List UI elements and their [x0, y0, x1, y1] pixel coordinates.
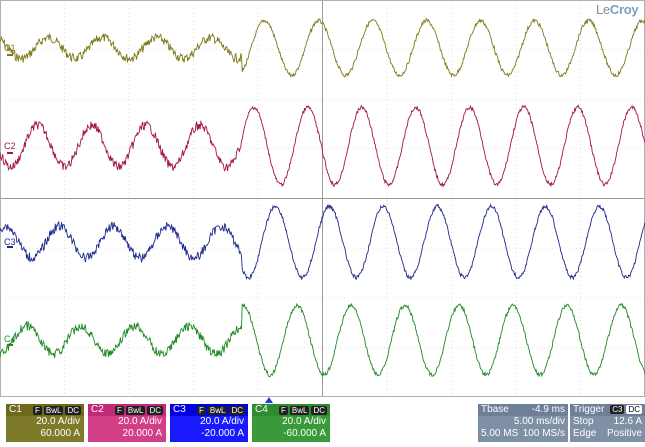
timebase-samples: 5.00 MS	[481, 428, 519, 439]
trigger-slope: Positive	[606, 428, 642, 439]
coupling-badge: DC	[147, 405, 163, 415]
waveform-grid	[0, 0, 645, 397]
bwl-badge: BwL	[125, 405, 146, 415]
timebase-delay: -4.9 ms	[531, 404, 565, 415]
channel-1-scale: 20.0 A/div	[36, 416, 80, 427]
trigger-coupling-badge: DC	[626, 404, 642, 414]
lecroy-logo: LeCroy	[596, 2, 639, 17]
coupling-badge: DC	[229, 405, 245, 415]
channel-3-level-icon	[7, 246, 13, 248]
trigger-type: Edge	[573, 428, 597, 439]
trigger-mode: Stop	[573, 416, 594, 427]
coupling-badge: DC	[65, 405, 81, 415]
timebase-label: Tbase	[481, 404, 509, 415]
channel-2-level-icon	[7, 152, 13, 154]
trigger-position-icon[interactable]	[265, 397, 273, 403]
traces	[0, 17, 645, 378]
filter-badge: F	[114, 405, 124, 415]
channel-1-offset: 60.000 A	[40, 428, 80, 439]
channel-2-name: C2	[91, 404, 104, 415]
channel-4-offset: -60.000 A	[283, 428, 326, 439]
channel-4-marker[interactable]: C4	[4, 334, 16, 344]
graticule	[0, 0, 645, 397]
channel-1-box[interactable]: C1 F BwL DC 20.0 A/div 60.000 A	[6, 404, 84, 442]
channel-3-marker[interactable]: C3	[4, 237, 16, 247]
channel-1-marker[interactable]: C1	[4, 43, 16, 53]
trace-c2	[0, 104, 645, 188]
channel-4-scale: 20.0 A/div	[282, 416, 326, 427]
channel-4-level-icon	[7, 344, 13, 346]
trigger-box[interactable]: Trigger C3 DC Stop 12.6 A Edge Positive	[570, 404, 645, 442]
channel-2-marker[interactable]: C2	[4, 141, 16, 151]
timebase-box[interactable]: Tbase -4.9 ms 5.00 ms/div 5.00 MS 100 MS/s	[478, 404, 568, 442]
channel-3-name: C3	[173, 404, 186, 415]
trigger-source-badge: C3	[610, 404, 625, 414]
trace-c1	[0, 17, 645, 78]
trigger-level: 12.6 A	[613, 416, 642, 427]
timebase-rate: 100 MS/s	[522, 428, 565, 439]
trigger-label: Trigger	[573, 404, 605, 415]
filter-badge: F	[278, 405, 288, 415]
filter-badge: F	[196, 405, 206, 415]
channel-3-offset: -20.000 A	[201, 428, 244, 439]
channel-1-name: C1	[9, 404, 22, 415]
channel-2-offset: 20.000 A	[122, 428, 162, 439]
channel-3-scale: 20.0 A/div	[200, 416, 244, 427]
channel-4-box[interactable]: C4 F BwL DC 20.0 A/div -60.000 A	[252, 404, 330, 442]
trace-c3	[0, 203, 645, 281]
filter-badge: F	[32, 405, 42, 415]
coupling-badge: DC	[311, 405, 327, 415]
channel-1-level-icon	[7, 54, 13, 56]
bwl-badge: BwL	[289, 405, 310, 415]
channel-3-box[interactable]: C3 F BwL DC 20.0 A/div -20.000 A	[170, 404, 248, 442]
bwl-badge: BwL	[207, 405, 228, 415]
channel-2-scale: 20.0 A/div	[118, 416, 162, 427]
channel-2-box[interactable]: C2 F BwL DC 20.0 A/div 20.000 A	[88, 404, 166, 442]
timebase-scale: 5.00 ms/div	[513, 416, 565, 427]
bwl-badge: BwL	[43, 405, 64, 415]
trace-c4	[0, 302, 645, 378]
channel-4-name: C4	[255, 404, 268, 415]
